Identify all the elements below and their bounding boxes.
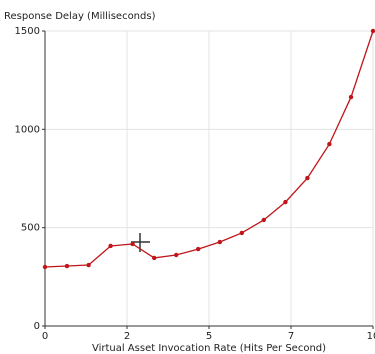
data-point: [217, 239, 223, 245]
x-tick-label: 2: [124, 331, 130, 342]
data-point: [239, 230, 244, 236]
data-point: [348, 94, 354, 100]
x-tick-label: 5: [206, 331, 212, 342]
data-point: [108, 243, 113, 249]
data-point: [174, 252, 179, 258]
data-point: [283, 199, 288, 205]
data-point: [42, 264, 48, 270]
x-tick-label: 0: [42, 331, 48, 342]
data-point: [195, 246, 201, 252]
data-point: [64, 263, 70, 269]
y-tick-label: 500: [21, 223, 40, 234]
data-point: [370, 28, 375, 34]
data-point: [305, 175, 310, 181]
data-point: [152, 255, 157, 261]
y-tick-label: 1000: [15, 124, 40, 135]
data-point: [327, 141, 332, 147]
data-point: [261, 217, 266, 223]
data-point: [130, 241, 135, 247]
x-axis-label: Virtual Asset Invocation Rate (Hits Per …: [92, 343, 326, 354]
x-tick-label: 7: [288, 331, 294, 342]
chart-title: Response Delay (Milliseconds): [4, 11, 156, 22]
series-line: [44, 30, 374, 268]
y-tick-label: 1500: [15, 26, 40, 37]
x-tick-label: 10: [367, 331, 375, 342]
grid: [44, 30, 374, 327]
data-point: [86, 262, 91, 268]
y-tick-label: 0: [34, 321, 40, 332]
